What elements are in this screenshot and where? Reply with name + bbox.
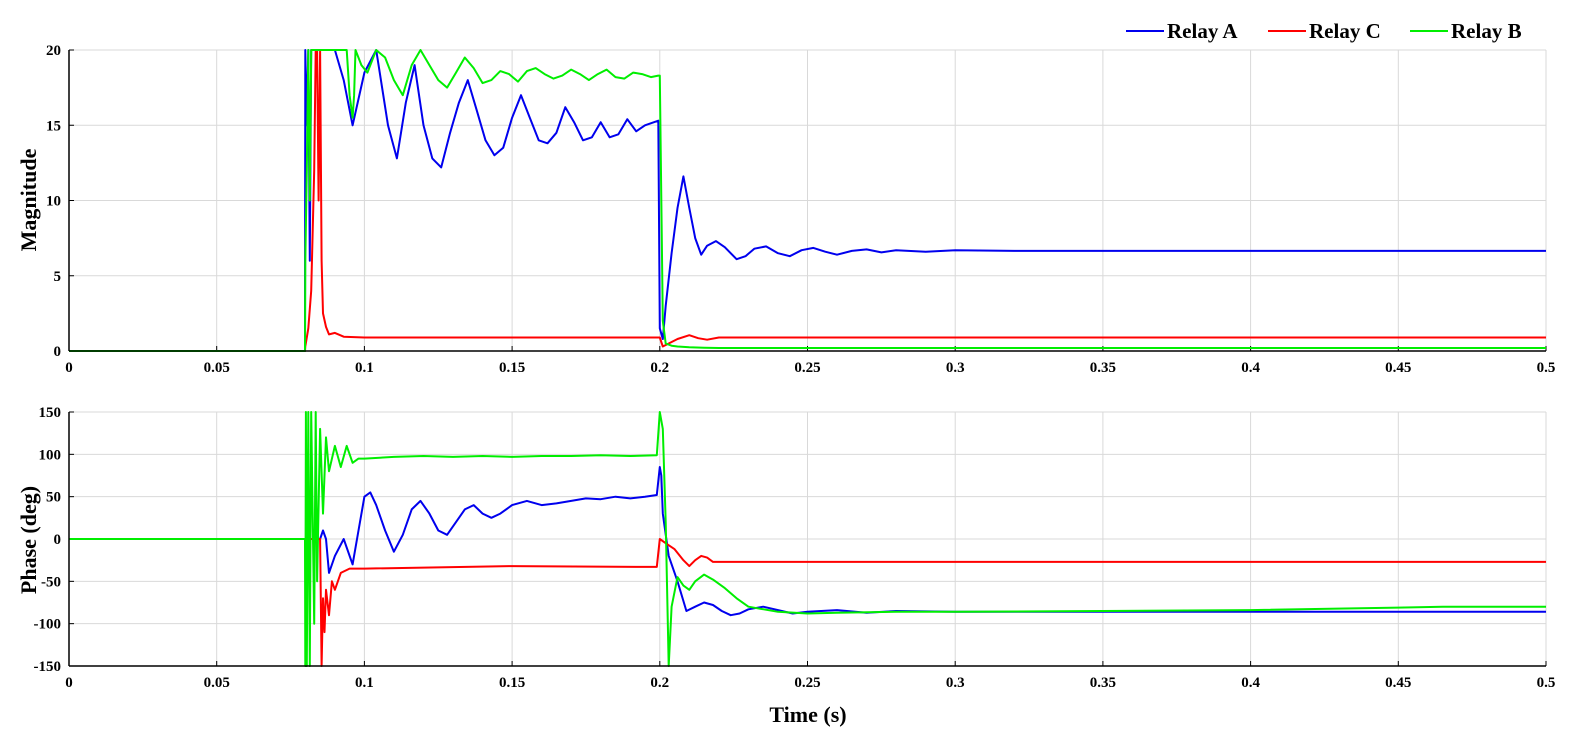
y-axis-label-phase: Phase (deg) <box>16 486 41 594</box>
y-axis-label-magnitude: Magnitude <box>16 148 41 251</box>
magnitude-y-tick-label: 5 <box>54 269 62 285</box>
phase-y-tick-label: -50 <box>41 574 61 590</box>
magnitude-x-tick-label: 0.15 <box>499 360 525 376</box>
phase-x-tick-label: 0.15 <box>499 675 525 691</box>
x-axis-label: Time (s) <box>769 702 846 727</box>
phase-x-tick-label: 0.3 <box>946 675 965 691</box>
phase-x-tick-label: 0.5 <box>1537 675 1556 691</box>
phase-series-relay-c <box>69 538 1546 667</box>
magnitude-x-tick-label: 0.1 <box>355 360 374 376</box>
magnitude-series-relay-c <box>69 49 1546 352</box>
legend-label-relay-c: Relay C <box>1309 19 1381 43</box>
magnitude-x-tick-label: 0.25 <box>794 360 820 376</box>
magnitude-y-tick-label: 15 <box>46 118 61 134</box>
phase-x-tick-label: 0.1 <box>355 675 374 691</box>
magnitude-x-tick-label: 0.4 <box>1241 360 1260 376</box>
magnitude-x-tick-label: 0.05 <box>204 360 230 376</box>
phase-x-tick-label: 0.2 <box>650 675 669 691</box>
magnitude-y-tick-label: 0 <box>54 344 62 360</box>
phase-x-tick-label: 0.35 <box>1090 675 1116 691</box>
magnitude-x-tick-label: 0.3 <box>946 360 965 376</box>
magnitude-y-tick-label: 20 <box>46 43 61 59</box>
magnitude-x-tick-label: 0.5 <box>1537 360 1556 376</box>
magnitude-x-tick-label: 0.2 <box>650 360 669 376</box>
legend-label-relay-a: Relay A <box>1167 19 1238 43</box>
phase-y-tick-label: -150 <box>34 659 62 675</box>
phase-x-tick-label: 0.4 <box>1241 675 1260 691</box>
magnitude-x-tick-label: 0.35 <box>1090 360 1116 376</box>
phase-x-tick-label: 0.25 <box>794 675 820 691</box>
phase-chart: 0 0.05 0.1 0.15 0.2 0.25 0.3 0.35 0.4 0.45 0.5 -150… <box>34 405 1556 691</box>
phase-y-tick-label: 0 <box>54 532 62 548</box>
magnitude-y-tick-label: 10 <box>46 194 61 210</box>
phase-y-tick-label: 150 <box>39 405 62 421</box>
phase-y-tick-label: 50 <box>46 490 61 506</box>
magnitude-chart: 0 0.05 0.1 0.15 0.2 0.25 0.3 0.35 0.4 0.45 0.5 0 5 10… <box>46 43 1555 376</box>
legend: Relay A Relay C Relay B <box>1126 19 1522 43</box>
phase-x-tick-label: 0.45 <box>1385 675 1411 691</box>
phase-x-tick-label: 0 <box>65 675 73 691</box>
magnitude-series-relay-a <box>69 49 1546 352</box>
legend-label-relay-b: Relay B <box>1451 19 1522 43</box>
phase-series-relay-b <box>69 411 1546 667</box>
phase-y-tick-label: -100 <box>34 617 62 633</box>
magnitude-x-tick-label: 0.45 <box>1385 360 1411 376</box>
phase-y-tick-label: 100 <box>39 447 62 463</box>
magnitude-x-tick-label: 0 <box>65 360 73 376</box>
phase-x-tick-label: 0.05 <box>204 675 230 691</box>
magnitude-series-relay-b <box>69 49 1546 352</box>
